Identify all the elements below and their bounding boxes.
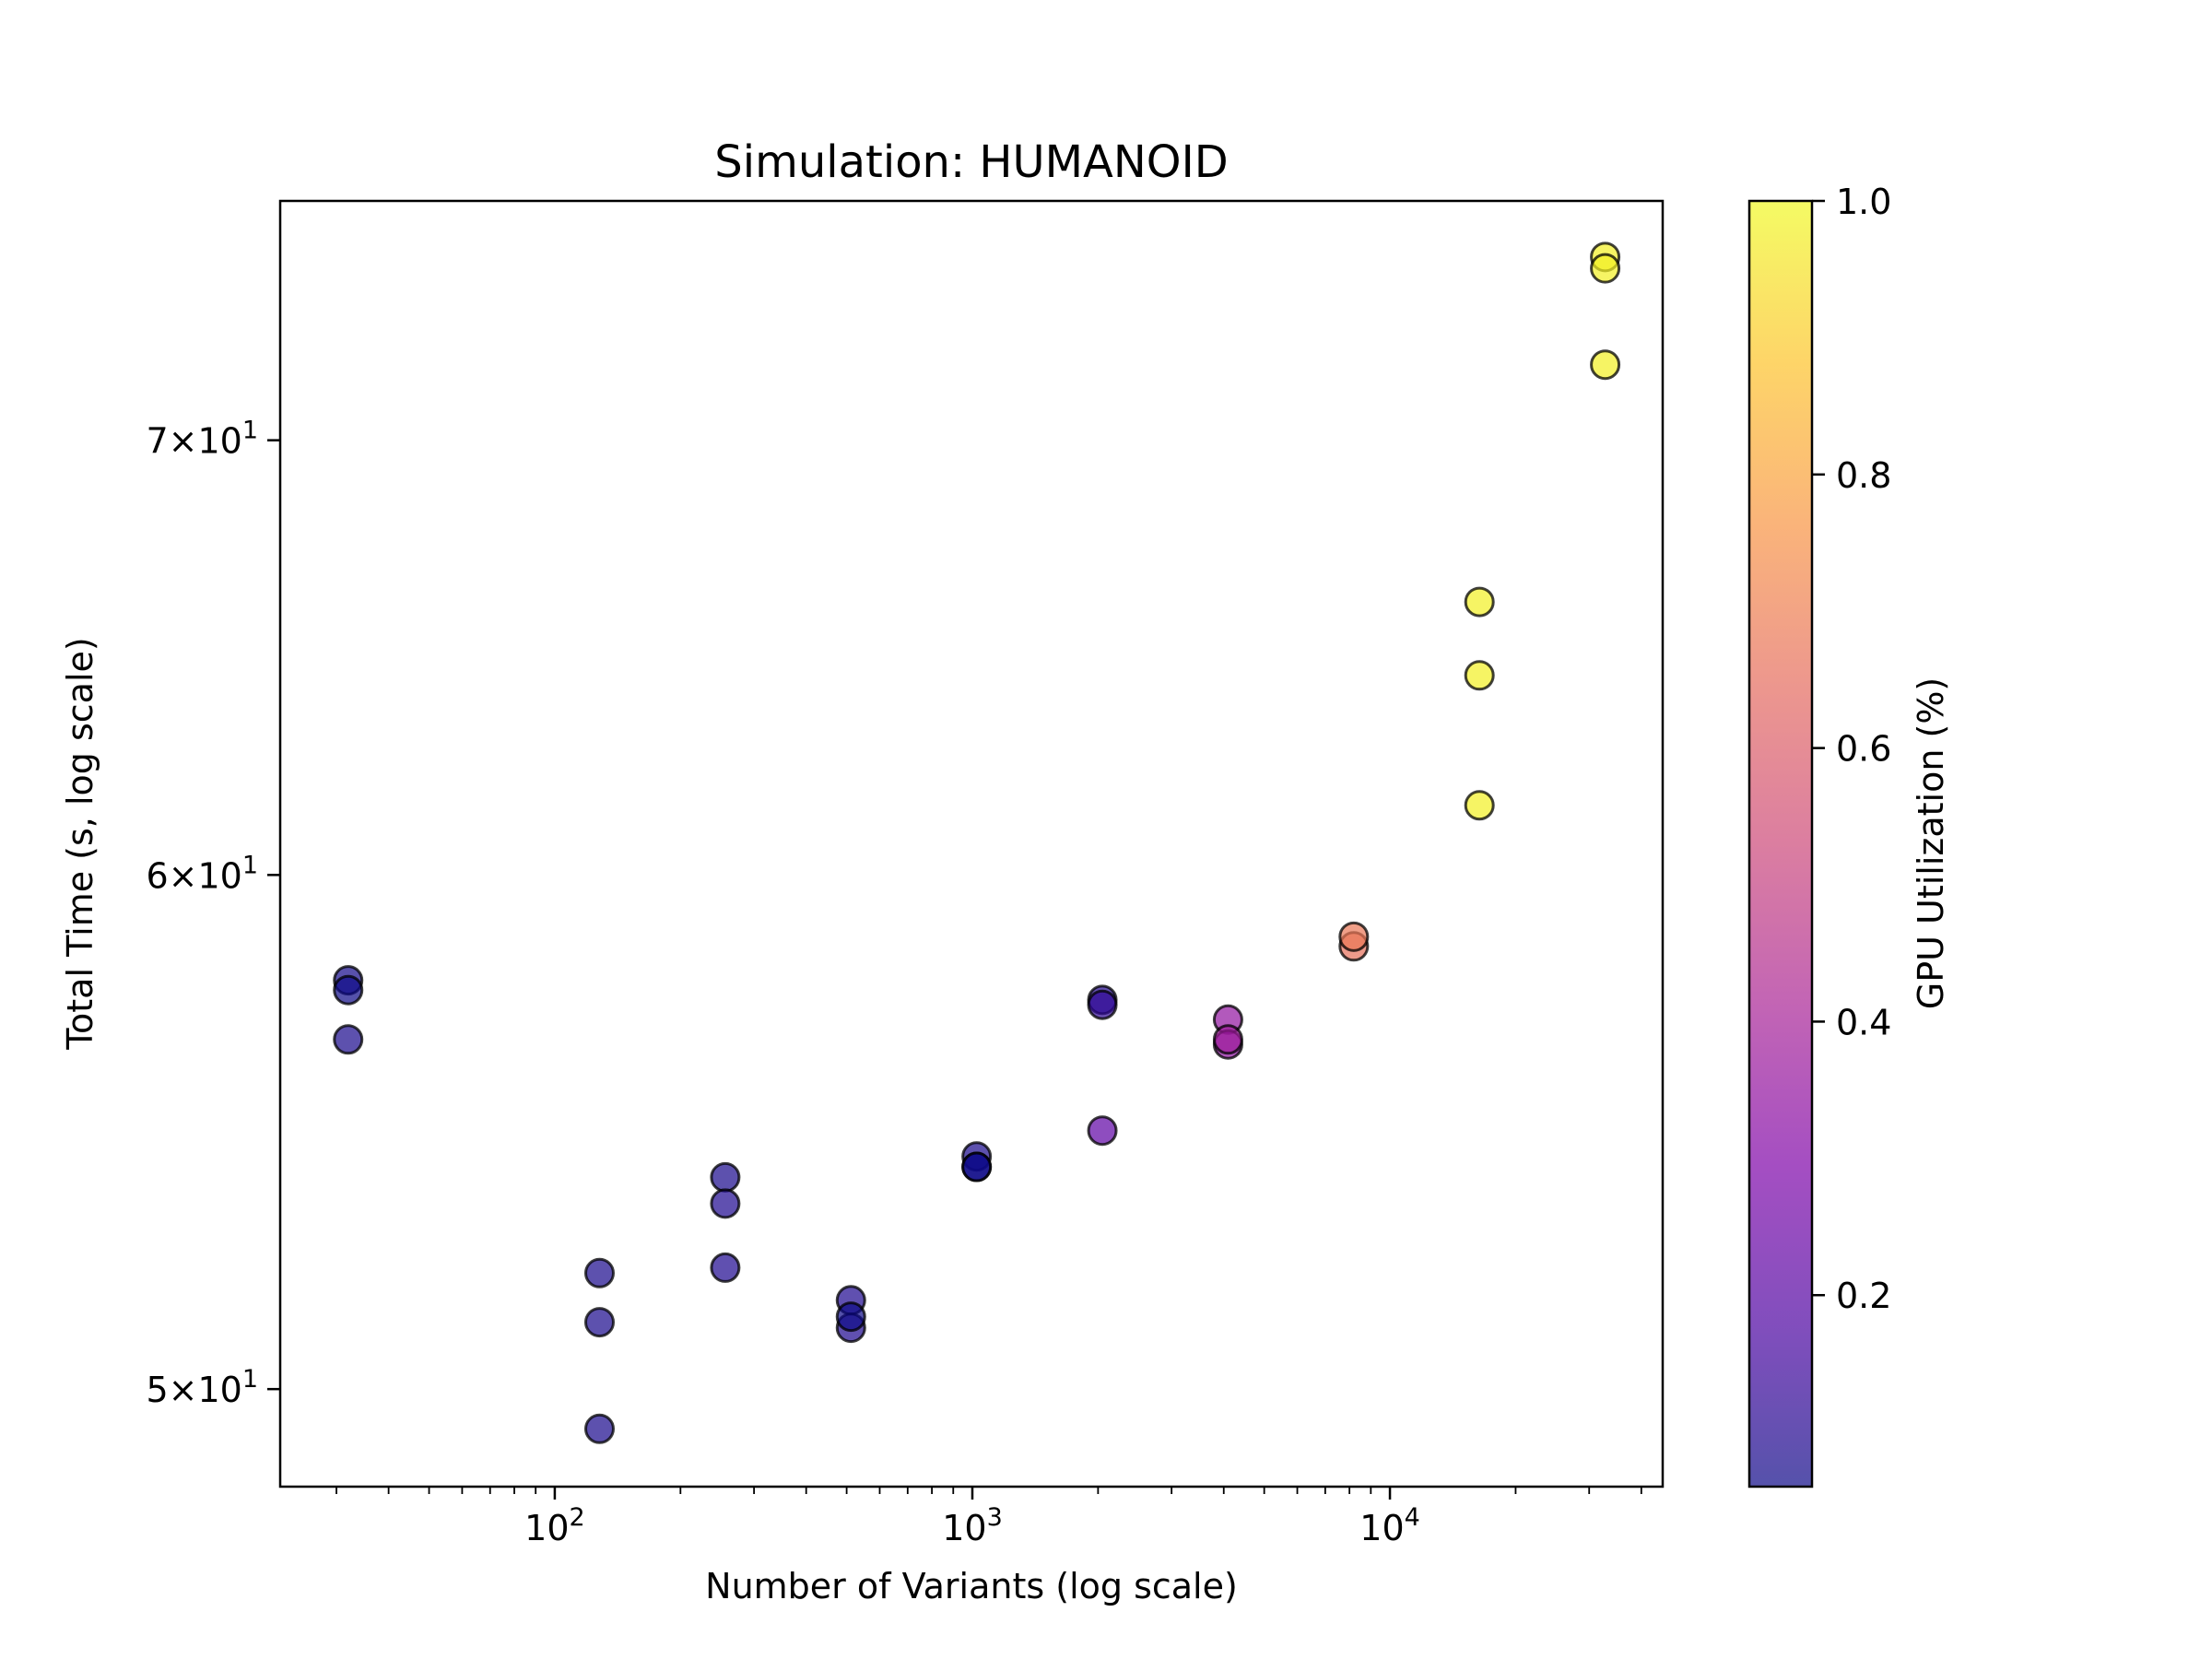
- data-point: [710, 1188, 741, 1219]
- data-points: [333, 241, 1621, 1444]
- data-point: [333, 1024, 364, 1055]
- colorbar-tick-label: 0.4: [1836, 1002, 1891, 1042]
- y-tick-label: 6×101: [146, 851, 258, 896]
- data-point: [1464, 790, 1495, 821]
- chart-title: Simulation: HUMANOID: [714, 136, 1228, 188]
- x-tick-label: 102: [524, 1503, 585, 1548]
- colorbar-tick-label: 1.0: [1836, 182, 1891, 222]
- data-point: [961, 1151, 993, 1182]
- colorbar-tick-label: 0.2: [1836, 1276, 1891, 1316]
- data-point: [583, 1413, 615, 1444]
- colorbar-tick-label: 0.6: [1836, 729, 1891, 770]
- x-tick-label: 104: [1359, 1503, 1420, 1548]
- data-point: [1464, 586, 1495, 618]
- data-point: [710, 1252, 741, 1283]
- y-axis-ticks: 5×101 6×101 7×101: [146, 417, 280, 1410]
- plot-area-frame: [278, 199, 1665, 1488]
- data-point: [1464, 660, 1495, 691]
- data-point: [1590, 349, 1621, 381]
- colorbar-tick-label: 0.8: [1836, 455, 1891, 496]
- colorbar-label: GPU Utilization (%): [1911, 677, 1951, 1010]
- y-tick-label: 5×101: [146, 1365, 258, 1410]
- y-axis-label: Total Time (s, log scale): [60, 637, 100, 1050]
- y-tick-label: 7×101: [146, 417, 258, 462]
- data-point: [1590, 253, 1621, 284]
- data-point: [1087, 989, 1118, 1020]
- data-point: [583, 1257, 615, 1288]
- colorbar-ticks: 0.2 0.4 0.6 0.8 1.0: [1812, 182, 1891, 1316]
- data-point: [835, 1301, 866, 1333]
- data-point: [1087, 1115, 1118, 1147]
- data-point: [1338, 921, 1370, 952]
- data-point: [710, 1161, 741, 1193]
- x-tick-label: 103: [942, 1503, 1003, 1548]
- data-point: [1212, 1024, 1243, 1055]
- data-point: [583, 1307, 615, 1338]
- data-point: [333, 974, 364, 1006]
- x-axis-ticks: 102 103 104: [335, 1487, 1642, 1548]
- x-axis-label: Number of Variants (log scale): [705, 1566, 1238, 1606]
- colorbar: [1747, 199, 1814, 1488]
